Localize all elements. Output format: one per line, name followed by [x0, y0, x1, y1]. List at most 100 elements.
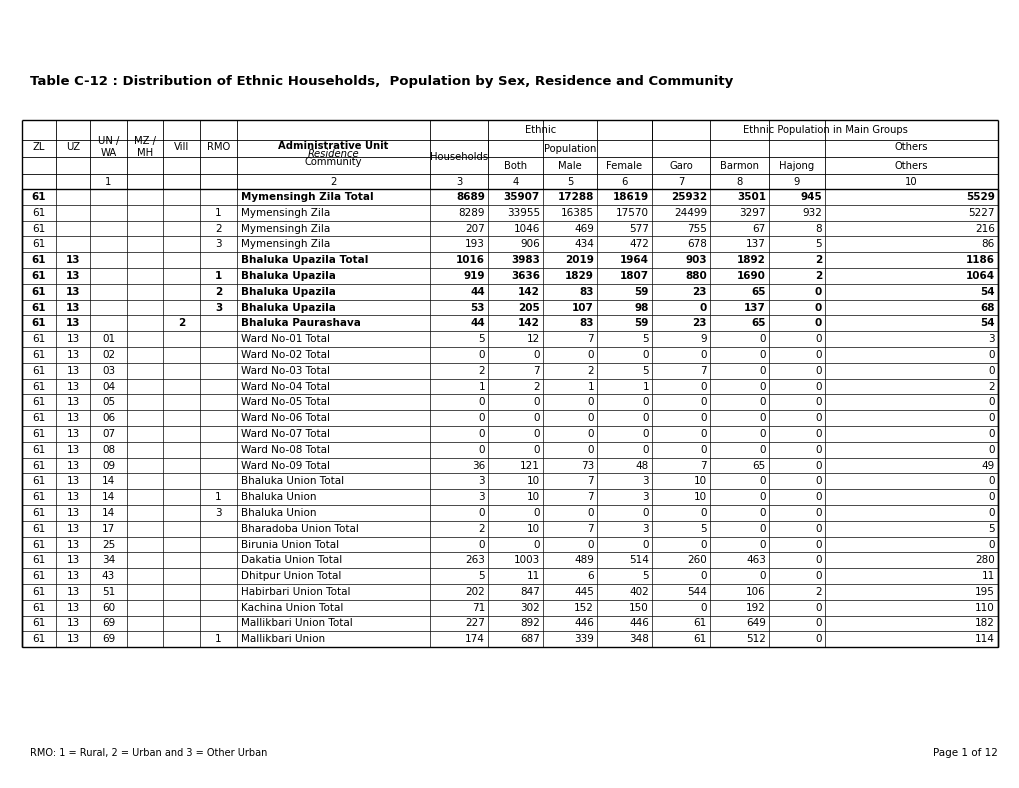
Text: 54: 54: [979, 318, 994, 329]
Text: Ward No-07 Total: Ward No-07 Total: [240, 429, 330, 439]
Text: 348: 348: [629, 634, 648, 645]
Text: 61: 61: [32, 255, 46, 265]
Text: 13: 13: [66, 540, 79, 549]
Text: 0: 0: [814, 303, 821, 313]
Text: 3: 3: [215, 508, 221, 518]
Text: 3501: 3501: [737, 192, 765, 202]
Text: 469: 469: [574, 224, 593, 233]
Text: 0: 0: [759, 508, 765, 518]
Text: 0: 0: [642, 429, 648, 439]
Text: 0: 0: [987, 413, 994, 423]
Text: 05: 05: [102, 397, 115, 407]
Text: 0: 0: [759, 492, 765, 502]
Text: 2: 2: [814, 587, 821, 597]
Text: 174: 174: [465, 634, 484, 645]
Text: 1: 1: [478, 381, 484, 392]
Text: 0: 0: [478, 444, 484, 455]
Text: 4: 4: [512, 177, 518, 187]
Text: 106: 106: [746, 587, 765, 597]
Text: 0: 0: [759, 350, 765, 360]
Text: 13: 13: [66, 603, 79, 613]
Text: 09: 09: [102, 460, 115, 470]
Text: Ward No-04 Total: Ward No-04 Total: [240, 381, 330, 392]
Text: 3: 3: [478, 476, 484, 486]
Text: Population: Population: [543, 143, 595, 154]
Text: 2: 2: [215, 224, 221, 233]
Text: 1: 1: [215, 492, 221, 502]
Text: 0: 0: [759, 429, 765, 439]
Text: 5: 5: [814, 240, 821, 249]
Text: 0: 0: [759, 381, 765, 392]
Text: 61: 61: [33, 397, 46, 407]
Text: 61: 61: [33, 334, 46, 344]
Text: Ward No-08 Total: Ward No-08 Total: [240, 444, 330, 455]
Text: 0: 0: [815, 634, 821, 645]
Text: 121: 121: [520, 460, 539, 470]
Text: 0: 0: [815, 429, 821, 439]
Text: 61: 61: [33, 366, 46, 376]
Text: Dhitpur Union Total: Dhitpur Union Total: [240, 571, 341, 581]
Text: 7: 7: [587, 334, 593, 344]
Text: 5: 5: [567, 177, 573, 187]
Text: 0: 0: [815, 603, 821, 613]
Text: 13: 13: [66, 634, 79, 645]
Text: 14: 14: [102, 476, 115, 486]
Text: 152: 152: [574, 603, 593, 613]
Text: 13: 13: [65, 271, 81, 281]
Text: 0: 0: [700, 397, 706, 407]
Text: 59: 59: [634, 287, 648, 297]
Text: 903: 903: [685, 255, 706, 265]
Text: 2: 2: [533, 381, 539, 392]
Text: 0: 0: [700, 444, 706, 455]
Text: 142: 142: [518, 318, 539, 329]
Text: ZL: ZL: [33, 142, 45, 152]
Text: 755: 755: [687, 224, 706, 233]
Text: Bhaluka Upazila: Bhaluka Upazila: [240, 303, 335, 313]
Text: 10: 10: [527, 492, 539, 502]
Text: 7: 7: [700, 460, 706, 470]
Text: Ward No-09 Total: Ward No-09 Total: [240, 460, 330, 470]
Text: 446: 446: [574, 619, 593, 629]
Text: 906: 906: [520, 240, 539, 249]
Text: 919: 919: [463, 271, 484, 281]
Text: 69: 69: [102, 634, 115, 645]
Text: 61: 61: [33, 571, 46, 581]
Text: 0: 0: [533, 508, 539, 518]
Text: 61: 61: [33, 556, 46, 565]
Text: Hajong: Hajong: [779, 161, 814, 170]
Text: 01: 01: [102, 334, 115, 344]
Text: 2: 2: [330, 177, 336, 187]
Text: Community: Community: [305, 157, 362, 167]
Text: 2019: 2019: [565, 255, 593, 265]
Text: 8289: 8289: [459, 208, 484, 217]
Text: 1: 1: [215, 634, 221, 645]
Text: 0: 0: [987, 366, 994, 376]
Text: 08: 08: [102, 444, 115, 455]
Text: 7: 7: [587, 492, 593, 502]
Text: 945: 945: [800, 192, 821, 202]
Text: 2: 2: [987, 381, 994, 392]
Text: 445: 445: [574, 587, 593, 597]
Text: 0: 0: [700, 381, 706, 392]
Text: 65: 65: [752, 460, 765, 470]
Text: 512: 512: [745, 634, 765, 645]
Text: 489: 489: [574, 556, 593, 565]
Text: 1064: 1064: [965, 271, 994, 281]
Text: 1: 1: [215, 271, 222, 281]
Text: 67: 67: [752, 224, 765, 233]
Text: Habirbari Union Total: Habirbari Union Total: [240, 587, 351, 597]
Text: 02: 02: [102, 350, 115, 360]
Text: 0: 0: [759, 571, 765, 581]
Text: 13: 13: [65, 287, 81, 297]
Text: 1: 1: [105, 177, 111, 187]
Text: 678: 678: [687, 240, 706, 249]
Text: 49: 49: [981, 460, 994, 470]
Text: Barmon: Barmon: [719, 161, 758, 170]
Text: 83: 83: [579, 318, 593, 329]
Text: 11: 11: [526, 571, 539, 581]
Text: 16385: 16385: [560, 208, 593, 217]
Text: 13: 13: [66, 381, 79, 392]
Text: 9: 9: [700, 334, 706, 344]
Text: 10: 10: [527, 524, 539, 533]
Text: 17288: 17288: [557, 192, 593, 202]
